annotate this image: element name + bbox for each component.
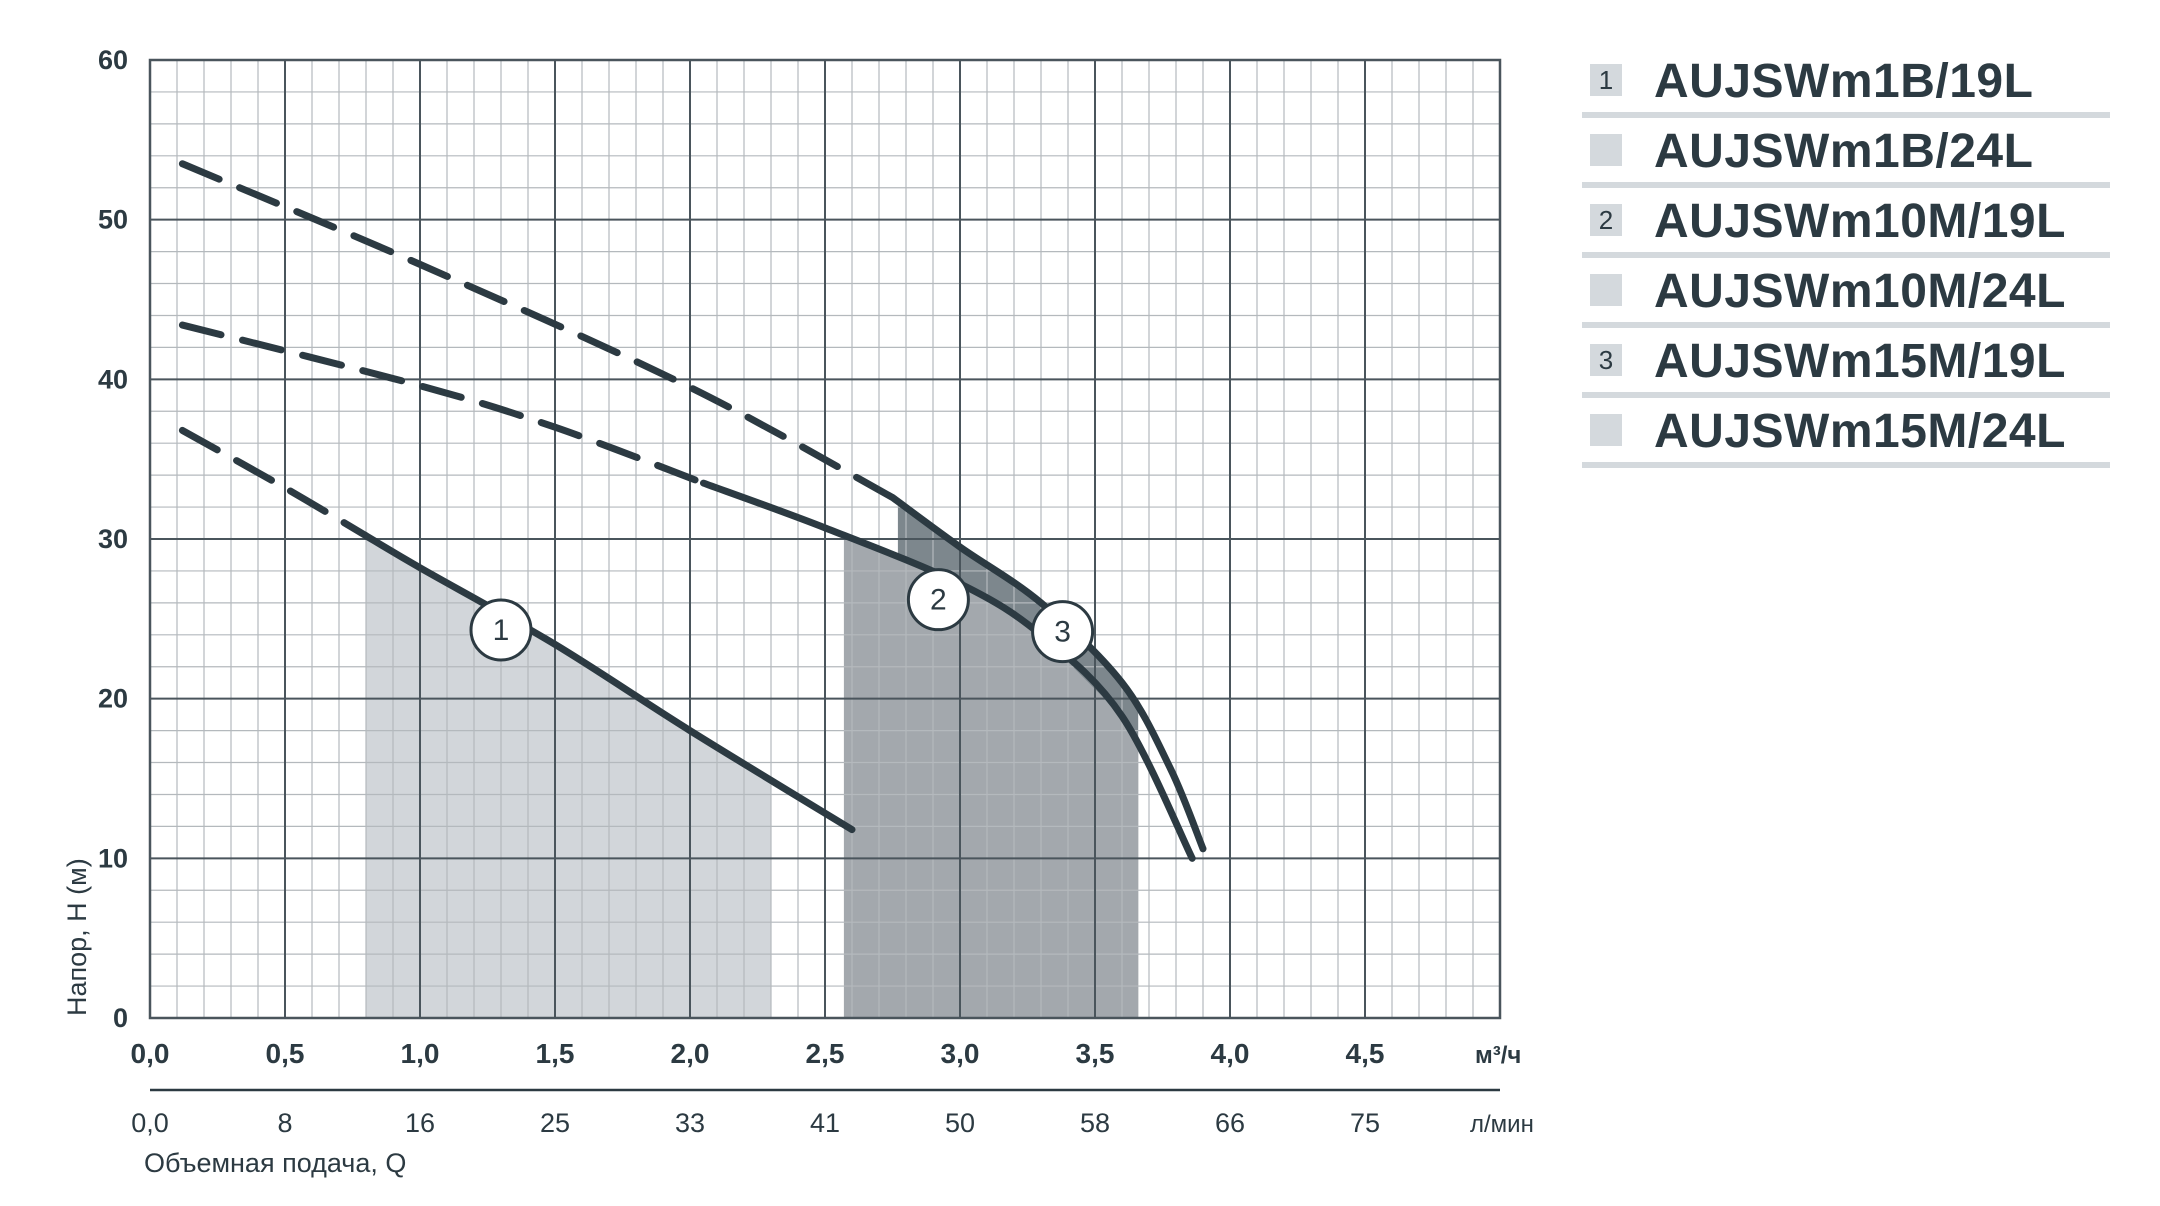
x2-tick-label: 50 [945,1108,975,1138]
x2-tick-label: 58 [1080,1108,1110,1138]
x2-tick-label: 0,0 [131,1108,169,1138]
x-tick-label: 4,5 [1346,1038,1385,1069]
legend-label: AUJSWm1B/19L [1654,55,2034,108]
x2-tick-label: 16 [405,1108,435,1138]
x2-tick-label: 66 [1215,1108,1245,1138]
legend: 1 AUJSWm1B/19L AUJSWm1B/24L 2 AUJSWm10M/19L A… [1582,48,2110,468]
legend-swatch [1590,274,1622,306]
legend-item: AUJSWm1B/24L [1582,118,2110,188]
x-tick-label: 3,0 [941,1038,980,1069]
curve-labels: 1 2 3 [469,568,1095,664]
x-axis-ticks: 0,0 0,5 1,0 1,5 2,0 2,5 3,0 3,5 4,0 4,5 [131,1038,1385,1069]
x2-tick-label: 25 [540,1108,570,1138]
x-tick-label: 2,0 [671,1038,710,1069]
y-tick-label: 20 [98,684,128,714]
legend-swatch: 1 [1590,64,1622,96]
y-axis-ticks: 0 10 20 30 40 50 60 [98,45,128,1033]
x2-axis-ticks: 0,0 8 16 25 33 41 50 58 66 75 [131,1088,1500,1138]
x-tick-label: 2,5 [806,1038,845,1069]
legend-item: AUJSWm10M/24L [1582,258,2110,328]
working-range-2 [843,535,1139,1018]
x2-tick-label: 33 [675,1108,705,1138]
curve-badge-label-2: 2 [930,584,947,617]
curve-badge-3 [1031,600,1095,664]
x-tick-label: 0,5 [266,1038,305,1069]
legend-label: AUJSWm10M/19L [1654,195,2066,248]
working-ranges [366,501,1139,1018]
x-tick-label: 4,0 [1211,1038,1250,1069]
legend-label: AUJSWm15M/19L [1654,335,2066,388]
y-tick-label: 10 [98,843,128,873]
legend-label: AUJSWm10M/24L [1654,265,2066,318]
curves [178,160,1207,862]
legend-label: AUJSWm15M/24L [1654,405,2066,458]
x2-tick-label: 8 [277,1108,292,1138]
x-tick-label: 3,5 [1076,1038,1115,1069]
working-range-1 [366,535,771,1018]
curve-1-solid [362,532,856,834]
x-tick-label: 1,0 [401,1038,440,1069]
y-tick-label: 40 [98,364,128,394]
major-grid [148,58,1502,1020]
y-tick-label: 0 [113,1003,128,1033]
x-axis-title: Объемная подача, Q [144,1148,406,1178]
curve-badge-2 [906,568,970,632]
legend-item: 3 AUJSWm15M/19L [1582,328,2110,398]
legend-item: 2 AUJSWm10M/19L [1582,188,2110,258]
legend-swatch [1590,134,1622,166]
y-tick-label: 50 [98,205,128,235]
curve-badge-label-1: 1 [493,614,510,647]
x-tick-label: 0,0 [131,1038,170,1069]
x2-tick-label: 41 [810,1108,840,1138]
curve-badge-1 [469,598,533,662]
curve-3-dashed [178,160,896,501]
y-tick-label: 60 [98,45,128,75]
curve-badge-label-3: 3 [1054,616,1071,649]
x-unit-label: м³/ч [1475,1042,1521,1069]
legend-swatch: 3 [1590,344,1622,376]
legend-swatch [1590,414,1622,446]
legend-label: AUJSWm1B/24L [1654,125,2034,178]
legend-swatch: 2 [1590,204,1622,236]
curve-2-solid [700,479,1196,862]
x2-tick-label: 75 [1350,1108,1380,1138]
plot-frame [148,58,1502,1020]
legend-item: AUJSWm15M/24L [1582,398,2110,468]
legend-item: 1 AUJSWm1B/19L [1582,48,2110,118]
x2-unit-label: л/мин [1470,1111,1534,1138]
y-tick-label: 30 [98,524,128,554]
curve-1-dashed [178,426,370,540]
x-tick-label: 1,5 [536,1038,575,1069]
curve-2-dashed [178,321,707,487]
y-axis-title: Напор, Н (м) [62,858,92,1016]
